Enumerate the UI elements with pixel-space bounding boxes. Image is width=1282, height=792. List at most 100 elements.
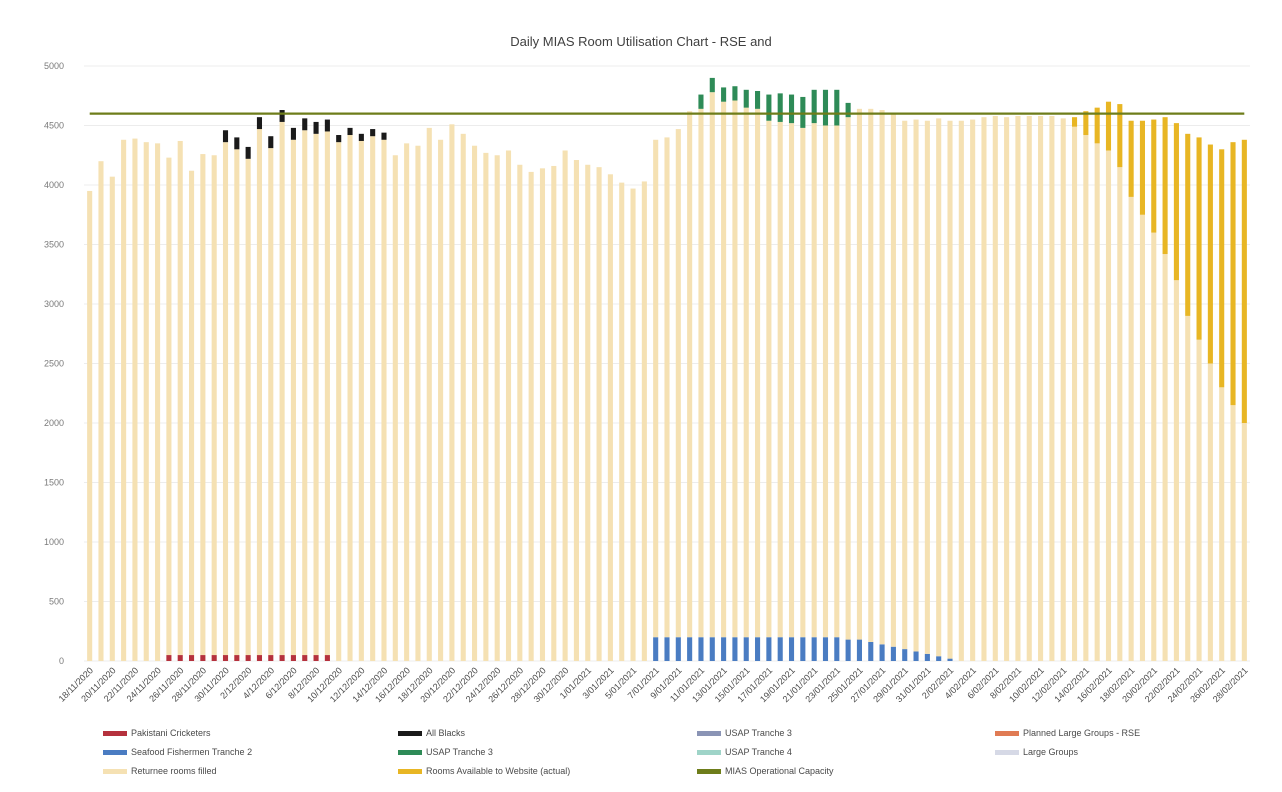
bar-returnee-rooms-filled: [1117, 167, 1123, 661]
bar-returnee-rooms-filled: [539, 168, 546, 661]
bar-seafood-fishermen-tranche-2: [664, 637, 670, 661]
legend-item: Rooms Available to Website (actual): [398, 766, 570, 776]
legend-label: USAP Tranche 4: [725, 747, 792, 757]
bar-returnee-rooms-filled: [1004, 117, 1010, 662]
bar-pakistani-cricketers: [324, 655, 330, 661]
legend-swatch: [103, 731, 127, 736]
bar-returnee-rooms-filled: [1230, 405, 1236, 661]
bar-returnee-rooms-filled: [766, 120, 772, 638]
bar-returnee-rooms-filled: [143, 142, 149, 661]
bar-returnee-rooms-filled: [868, 108, 874, 642]
legend-swatch: [995, 731, 1019, 736]
bar-returnee-rooms-filled: [290, 139, 296, 656]
bar-returnee-rooms-filled: [268, 148, 274, 656]
bar-seafood-fishermen-tranche-2: [834, 637, 840, 661]
legend-item: Large Groups: [995, 747, 1079, 757]
bar-seafood-fishermen-tranche-2: [913, 651, 919, 661]
bar-all-blacks: [222, 130, 229, 143]
legend-swatch: [398, 769, 422, 774]
bar-returnee-rooms-filled: [256, 129, 263, 656]
y-tick-label: 0: [59, 656, 64, 666]
bar-seafood-fishermen-tranche-2: [755, 637, 761, 661]
y-tick-label: 4500: [44, 121, 64, 131]
bar-seafood-fishermen-tranche-2: [811, 637, 817, 661]
bar-returnee-rooms-filled: [607, 174, 613, 662]
y-tick-label: 2500: [44, 359, 64, 369]
bar-returnee-rooms-filled: [1026, 115, 1032, 662]
bar-returnee-rooms-filled: [585, 164, 591, 661]
bar-returnee-rooms-filled: [87, 190, 93, 661]
bar-all-blacks: [302, 118, 308, 131]
legend-label: Pakistani Cricketers: [131, 728, 211, 738]
bar-returnee-rooms-filled: [211, 155, 217, 656]
legend-swatch: [697, 750, 721, 755]
bar-all-blacks: [313, 121, 319, 134]
bar-returnee-rooms-filled: [958, 120, 964, 662]
bar-returnee-rooms-filled: [743, 107, 749, 638]
bar-returnee-rooms-filled: [460, 133, 466, 661]
bar-all-blacks: [336, 135, 342, 143]
bar-returnee-rooms-filled: [381, 139, 387, 661]
bar-all-blacks: [381, 132, 387, 140]
chart-title: Daily MIAS Room Utilisation Chart - RSE …: [510, 34, 772, 49]
bar-all-blacks: [234, 137, 240, 150]
bar-usap-tranche-3: [777, 93, 783, 122]
bar-usap-tranche-3: [800, 96, 806, 128]
bar-rooms-available-to-website-actual-: [1162, 117, 1168, 255]
bar-rooms-available-to-website-actual-: [1173, 123, 1179, 281]
bar-all-blacks: [279, 110, 285, 122]
legend-swatch: [398, 750, 422, 755]
x-axis-ticks: 18/11/202020/11/202022/11/202024/11/2020…: [57, 665, 1250, 704]
bar-seafood-fishermen-tranche-2: [868, 641, 874, 661]
bar-returnee-rooms-filled: [1060, 118, 1066, 662]
bar-returnee-rooms-filled: [1139, 214, 1146, 661]
bar-returnee-rooms-filled: [517, 164, 523, 661]
bar-seafood-fishermen-tranche-2: [788, 637, 795, 661]
y-tick-label: 2000: [44, 418, 64, 428]
bar-seafood-fishermen-tranche-2: [709, 637, 715, 661]
legend-label: Planned Large Groups - RSE: [1023, 728, 1140, 738]
bar-returnee-rooms-filled: [981, 117, 987, 662]
bar-all-blacks: [245, 146, 251, 159]
bar-all-blacks: [256, 117, 263, 130]
bar-pakistani-cricketers: [268, 655, 274, 661]
bar-pakistani-cricketers: [211, 655, 217, 661]
bar-returnee-rooms-filled: [913, 119, 919, 652]
bar-returnee-rooms-filled: [98, 161, 104, 661]
bar-returnee-rooms-filled: [845, 117, 851, 640]
bar-returnee-rooms-filled: [1094, 143, 1100, 662]
bar-rooms-available-to-website-actual-: [1083, 111, 1089, 136]
bar-returnee-rooms-filled: [1083, 135, 1089, 661]
bar-returnee-rooms-filled: [1151, 232, 1157, 661]
bar-returnee-rooms-filled: [788, 123, 795, 638]
bar-pakistani-cricketers: [222, 655, 229, 661]
y-tick-label: 1500: [44, 478, 64, 488]
bar-returnee-rooms-filled: [1219, 387, 1225, 661]
bar-seafood-fishermen-tranche-2: [879, 644, 885, 661]
bar-seafood-fishermen-tranche-2: [924, 653, 930, 661]
bar-seafood-fishermen-tranche-2: [698, 637, 704, 661]
bar-returnee-rooms-filled: [370, 136, 376, 661]
bar-returnee-rooms-filled: [1038, 115, 1044, 662]
bar-seafood-fishermen-tranche-2: [890, 646, 896, 661]
bar-returnee-rooms-filled: [551, 165, 557, 661]
legend-swatch: [697, 731, 721, 736]
legend-label: USAP Tranche 3: [725, 728, 792, 738]
bar-returnee-rooms-filled: [302, 130, 308, 656]
bar-all-blacks: [290, 127, 296, 140]
bar-returnee-rooms-filled: [472, 145, 478, 662]
bar-all-blacks: [370, 129, 376, 137]
bar-returnee-rooms-filled: [358, 140, 364, 662]
bar-seafood-fishermen-tranche-2: [675, 637, 681, 661]
bar-returnee-rooms-filled: [234, 149, 240, 656]
bar-seafood-fishermen-tranche-2: [936, 656, 942, 661]
bar-seafood-fishermen-tranche-2: [800, 637, 806, 661]
bar-returnee-rooms-filled: [347, 135, 353, 661]
bar-returnee-rooms-filled: [1105, 150, 1112, 662]
bar-returnee-rooms-filled: [619, 182, 625, 661]
bar-returnee-rooms-filled: [188, 170, 195, 656]
bar-returnee-rooms-filled: [1071, 126, 1078, 661]
legend: Pakistani Cricketers All Blacks USAP Tranc…: [103, 728, 1140, 776]
